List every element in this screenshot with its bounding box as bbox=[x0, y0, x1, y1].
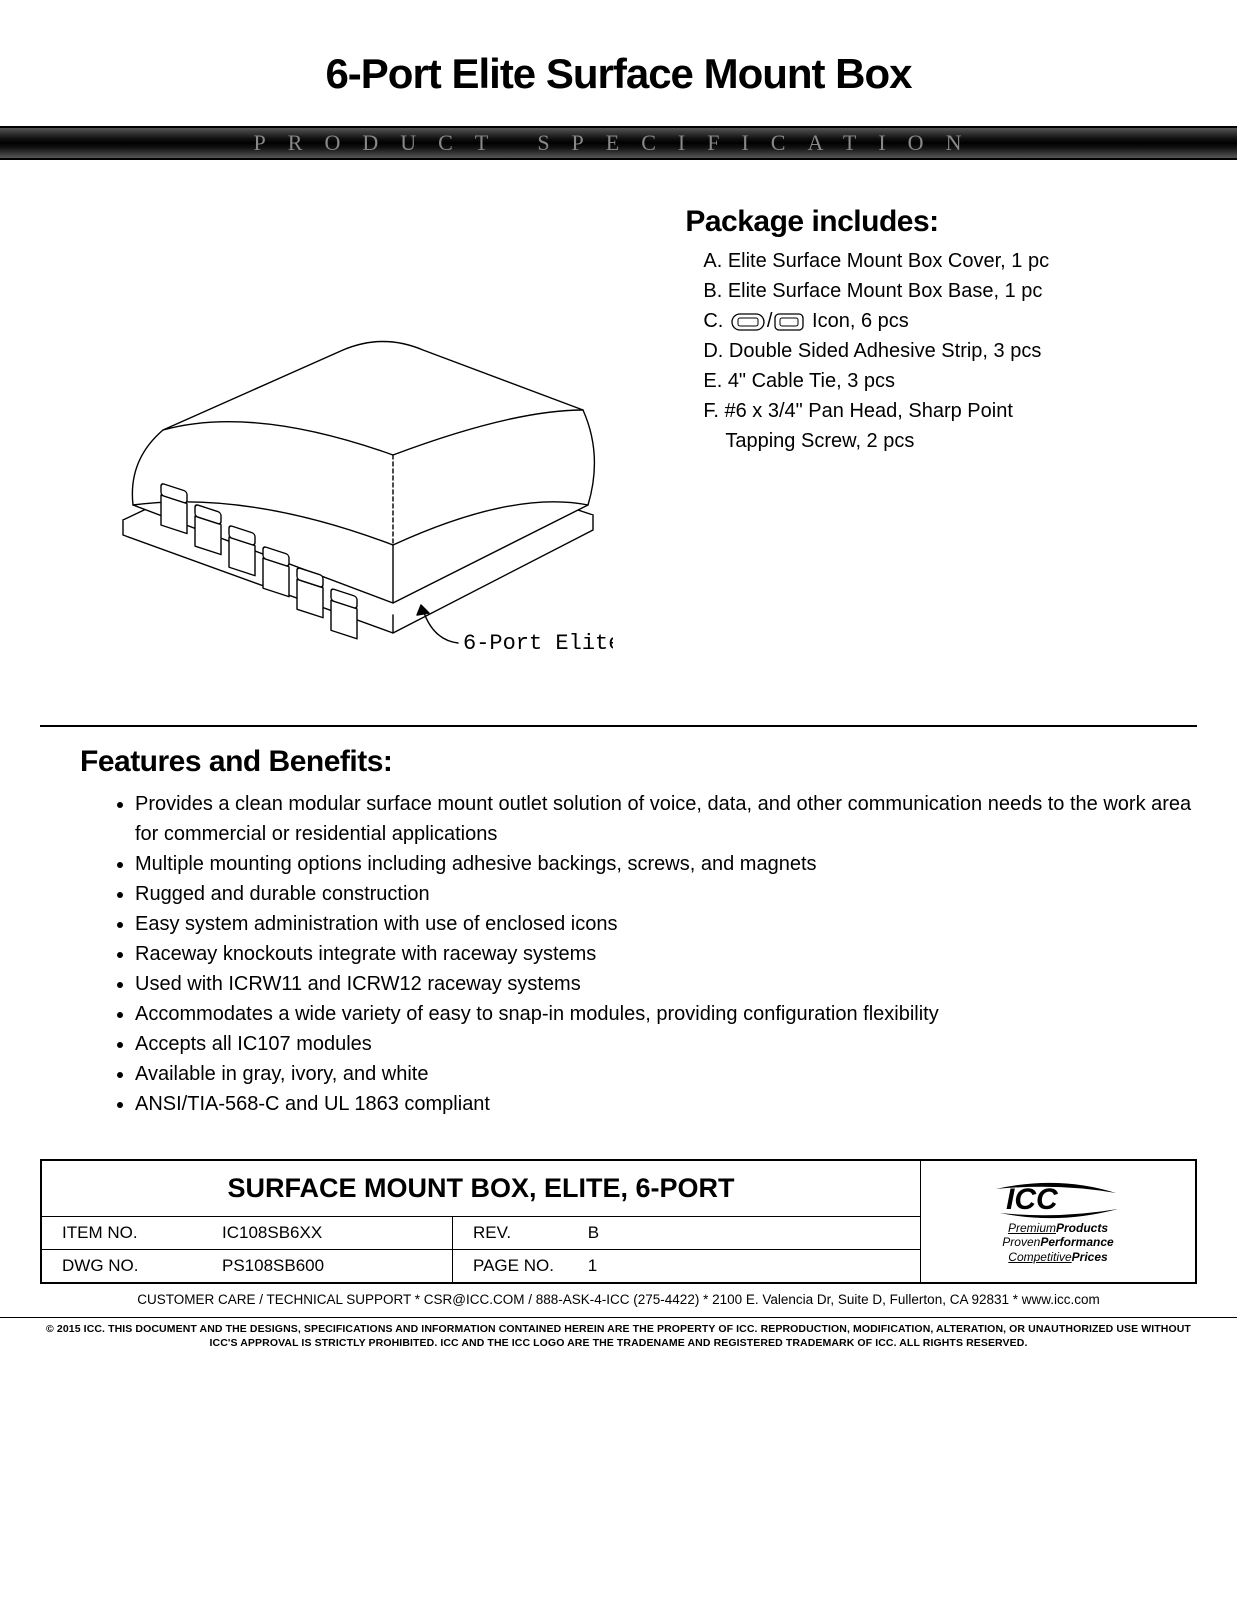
legal-text: © 2015 ICC. THIS DOCUMENT AND THE DESIGN… bbox=[40, 1322, 1197, 1350]
feature-item: Rugged and durable construction bbox=[135, 879, 1197, 909]
package-item: C. / Icon, 6 pcs bbox=[703, 307, 1197, 336]
item-no-value: IC108SB6XX bbox=[202, 1217, 452, 1249]
icc-logo-icon: ICC bbox=[988, 1179, 1128, 1221]
titleblock-heading: SURFACE MOUNT BOX, ELITE, 6-PORT bbox=[42, 1161, 920, 1216]
main-content: 6-Port Elite Surface Mount Box Package i… bbox=[40, 195, 1197, 685]
rev-cell: REV. B bbox=[452, 1217, 920, 1249]
package-item: E. 4" Cable Tie, 3 pcs bbox=[703, 367, 1197, 396]
package-item: A. Elite Surface Mount Box Cover, 1 pc bbox=[703, 247, 1197, 276]
svg-text:ICC: ICC bbox=[1006, 1183, 1059, 1216]
feature-item: Accepts all IC107 modules bbox=[135, 1029, 1197, 1059]
titleblock-row-dwg: DWG NO. PS108SB600 PAGE NO. 1 bbox=[42, 1249, 920, 1282]
page-cell: PAGE NO. 1 bbox=[452, 1250, 920, 1282]
rev-value: B bbox=[588, 1223, 599, 1242]
contact-line: CUSTOMER CARE / TECHNICAL SUPPORT * CSR@… bbox=[40, 1292, 1197, 1307]
features-section: Features and Benefits: Provides a clean … bbox=[40, 745, 1197, 1119]
feature-item: Provides a clean modular surface mount o… bbox=[135, 789, 1197, 849]
item-no-label: ITEM NO. bbox=[42, 1217, 202, 1249]
page-no-label: PAGE NO. bbox=[473, 1256, 583, 1276]
feature-item: Easy system administration with use of e… bbox=[135, 909, 1197, 939]
brand-block: ICC PremiumProducts ProvenPerformance Co… bbox=[920, 1161, 1195, 1282]
features-heading: Features and Benefits: bbox=[80, 745, 1197, 779]
feature-item: Raceway knockouts integrate with raceway… bbox=[135, 939, 1197, 969]
label-icon bbox=[774, 313, 804, 331]
page-title: 6-Port Elite Surface Mount Box bbox=[40, 50, 1197, 98]
package-section: Package includes: A. Elite Surface Mount… bbox=[685, 195, 1197, 685]
package-item: D. Double Sided Adhesive Strip, 3 pcs bbox=[703, 337, 1197, 366]
diagram-container: 6-Port Elite Surface Mount Box bbox=[40, 195, 665, 685]
dwg-no-label: DWG NO. bbox=[42, 1250, 202, 1282]
feature-item: Accommodates a wide variety of easy to s… bbox=[135, 999, 1197, 1029]
diagram-callout: 6-Port Elite Surface Mount Box bbox=[463, 631, 613, 656]
spec-bar: PRODUCT SPECIFICATION bbox=[0, 126, 1237, 160]
product-diagram: 6-Port Elite Surface Mount Box bbox=[93, 255, 613, 685]
package-heading: Package includes: bbox=[685, 205, 1197, 239]
package-item: Tapping Screw, 2 pcs bbox=[703, 427, 1197, 456]
legal-wrap: © 2015 ICC. THIS DOCUMENT AND THE DESIGN… bbox=[0, 1317, 1237, 1350]
rev-label: REV. bbox=[473, 1223, 583, 1243]
tagline-1: PremiumProducts bbox=[1008, 1221, 1108, 1235]
feature-item: Multiple mounting options including adhe… bbox=[135, 849, 1197, 879]
feature-item: Available in gray, ivory, and white bbox=[135, 1059, 1197, 1089]
label-icon bbox=[731, 313, 765, 331]
package-list: A. Elite Surface Mount Box Cover, 1 pcB.… bbox=[685, 247, 1197, 456]
package-item: F. #6 x 3/4" Pan Head, Sharp Point bbox=[703, 397, 1197, 426]
feature-item: Used with ICRW11 and ICRW12 raceway syst… bbox=[135, 969, 1197, 999]
feature-item: ANSI/TIA-568-C and UL 1863 compliant bbox=[135, 1089, 1197, 1119]
dwg-no-value: PS108SB600 bbox=[202, 1250, 452, 1282]
tagline-2: ProvenPerformance bbox=[1002, 1235, 1113, 1249]
package-item: B. Elite Surface Mount Box Base, 1 pc bbox=[703, 277, 1197, 306]
tagline-3: CompetitivePrices bbox=[1008, 1250, 1107, 1264]
titleblock-row-item: ITEM NO. IC108SB6XX REV. B bbox=[42, 1216, 920, 1249]
features-list: Provides a clean modular surface mount o… bbox=[40, 789, 1197, 1119]
title-block: SURFACE MOUNT BOX, ELITE, 6-PORT ITEM NO… bbox=[40, 1159, 1197, 1284]
page-no-value: 1 bbox=[588, 1256, 597, 1275]
section-divider bbox=[40, 725, 1197, 727]
